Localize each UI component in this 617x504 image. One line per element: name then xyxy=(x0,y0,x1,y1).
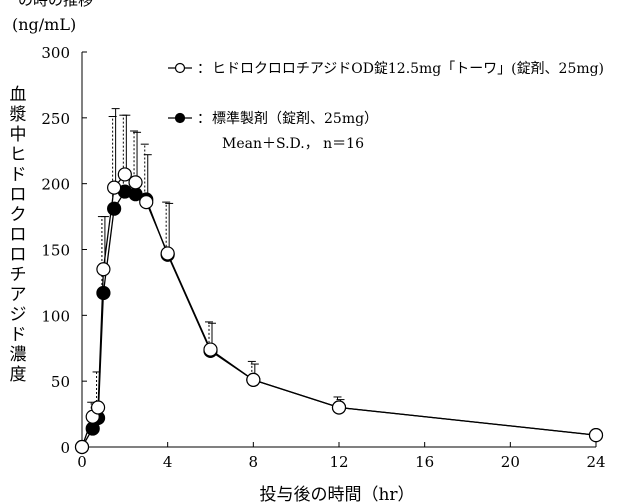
y-axis-label-char: ロ xyxy=(10,225,27,245)
legend-marker-open-circle xyxy=(174,62,186,74)
data-point-test xyxy=(107,180,122,195)
y-tick-label: 100 xyxy=(41,307,70,325)
data-point-test xyxy=(117,167,132,182)
y-axis-label-char: ジ xyxy=(10,305,27,325)
data-points xyxy=(74,167,604,455)
y-unit-label: (ng/mL) xyxy=(12,15,76,34)
y-tick-label: 300 xyxy=(41,44,70,62)
y-axis-label-char: ク xyxy=(10,205,27,225)
data-point-test xyxy=(139,195,154,210)
y-tick-label: 50 xyxy=(51,373,70,391)
legend-stats: Mean＋S.D.， n＝16 xyxy=(222,136,364,152)
y-axis-label-char: ア xyxy=(10,285,27,305)
y-axis-label-char: ロ xyxy=(10,185,27,205)
legend: ： ヒドロクロロチアジドOD錠12.5mg「トーワ」(錠剤、25mg) ： 標準… xyxy=(168,61,604,152)
y-axis-label-char: 濃 xyxy=(10,345,27,365)
y-tick-label: 0 xyxy=(60,439,70,457)
legend-prefix-test: ： xyxy=(197,61,211,77)
x-tick-label: 24 xyxy=(586,453,605,471)
y-axis-label-char: ヒ xyxy=(10,145,27,165)
data-point-test xyxy=(96,262,111,277)
legend-label-reference: 標準製剤（錠剤、25mg） xyxy=(212,111,378,127)
data-point-test xyxy=(203,342,218,357)
data-point-reference xyxy=(107,201,122,216)
data-point-reference xyxy=(96,285,111,301)
x-tick-label: 12 xyxy=(329,453,348,471)
data-point-test xyxy=(90,400,106,415)
y-axis-label-char: 血 xyxy=(10,85,27,105)
x-tick-label: 8 xyxy=(249,453,259,471)
legend-label-test: ヒドロクロロチアジドOD錠12.5mg「トーワ」(錠剤、25mg) xyxy=(212,61,604,77)
y-axis-label-char: 漿 xyxy=(10,105,27,125)
y-axis-label-char: ロ xyxy=(10,245,27,265)
x-tick-label: 20 xyxy=(501,453,520,471)
y-axis-label-char: チ xyxy=(10,265,27,285)
data-point-test xyxy=(331,400,347,415)
data-point-test xyxy=(128,175,143,190)
data-point-test xyxy=(74,439,90,455)
x-tick-label: 0 xyxy=(77,453,87,471)
x-ticks: 0 4 8 12 16 20 24 xyxy=(77,442,606,471)
y-tick-label: 200 xyxy=(41,176,70,194)
chart-title-fragment: の時の推移 xyxy=(18,0,93,9)
x-tick-label: 16 xyxy=(415,453,434,471)
y-tick-label: 250 xyxy=(41,110,70,128)
y-ticks: 0 50 100 150 200 250 300 xyxy=(41,44,87,457)
data-point-test xyxy=(160,246,175,261)
y-axis-label-char: 中 xyxy=(10,125,27,145)
y-axis-label-char: ド xyxy=(10,165,27,185)
error-bars xyxy=(87,108,345,429)
y-axis-label-char: 度 xyxy=(10,365,27,385)
x-tick-label: 4 xyxy=(163,453,173,471)
data-point-test xyxy=(588,428,604,443)
x-axis-label: 投与後の時間（hr） xyxy=(259,485,414,504)
data-point-test xyxy=(246,372,261,387)
y-tick-label: 150 xyxy=(41,242,70,260)
y-axis-label-char: ド xyxy=(10,325,27,345)
legend-marker-filled-circle xyxy=(174,112,186,124)
legend-prefix-reference: ： xyxy=(197,111,211,127)
